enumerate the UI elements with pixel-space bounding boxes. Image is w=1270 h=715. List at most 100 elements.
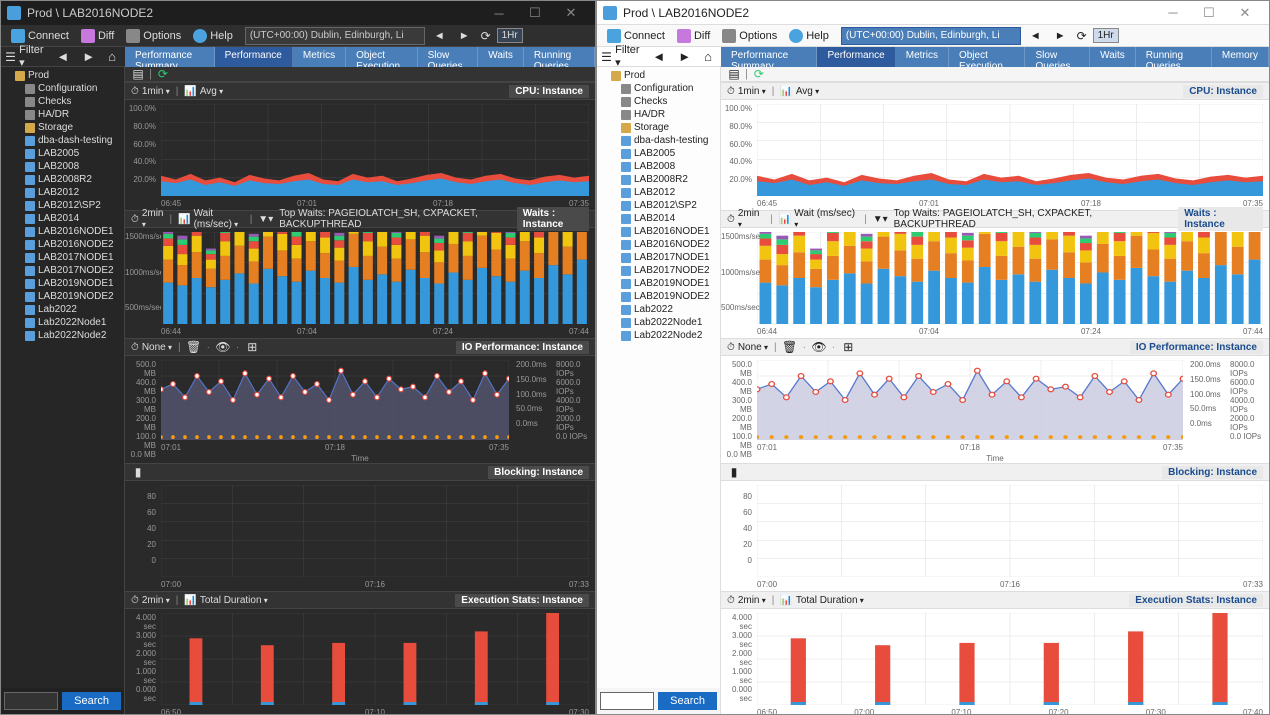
tree-item-lab2017node1[interactable]: LAB2017NODE1 — [597, 251, 720, 264]
options-button[interactable]: Options — [718, 27, 781, 45]
tab-metrics[interactable]: Metrics — [896, 47, 949, 67]
tab-waits[interactable]: Waits — [478, 47, 524, 67]
tree-item-lab2017node2[interactable]: LAB2017NODE2 — [1, 264, 124, 277]
agg-select[interactable]: 📊 Avg — [184, 86, 223, 97]
io-mode-select[interactable]: ⏱ None — [727, 342, 768, 353]
tab-object-execution[interactable]: Object Execution — [346, 47, 417, 67]
agg-select[interactable]: 📊 Avg — [780, 86, 819, 97]
tree-item-prod[interactable]: Prod — [1, 69, 124, 82]
maximize-button[interactable]: ☐ — [517, 2, 553, 24]
tree-item-ha-dr[interactable]: HA/DR — [597, 108, 720, 121]
nav-fwd[interactable]: ► — [454, 28, 475, 44]
timerange-button[interactable]: 1Hr — [1093, 28, 1119, 43]
tree-item-lab2016node1[interactable]: LAB2016NODE1 — [1, 225, 124, 238]
filter-label[interactable]: Filter ▾ — [19, 44, 45, 69]
tab-running-queries[interactable]: Running Queries — [524, 47, 595, 67]
io-opt1-icon[interactable]: 🗑 — [783, 340, 797, 354]
io-mode-select[interactable]: ⏱ None — [131, 342, 172, 353]
minimize-button[interactable]: ─ — [481, 2, 517, 24]
metric-select[interactable]: 📊 Total Duration — [184, 595, 267, 606]
tree-item-lab2008r2[interactable]: LAB2008R2 — [1, 173, 124, 186]
connect-button[interactable]: Connect — [7, 27, 73, 45]
nav-fwd[interactable]: ► — [1050, 28, 1071, 44]
tree-item-lab2016node2[interactable]: LAB2016NODE2 — [1, 238, 124, 251]
interval-select[interactable]: ⏱ 1min — [131, 86, 170, 97]
interval-select[interactable]: ⏱ 2min — [727, 595, 766, 606]
tree-item-dba-dash-testing[interactable]: dba-dash-testing — [597, 134, 720, 147]
connect-button[interactable]: Connect — [603, 27, 669, 45]
tree-item-lab2005[interactable]: LAB2005 — [597, 147, 720, 160]
tree-item-lab2022[interactable]: Lab2022 — [597, 303, 720, 316]
tree-item-prod[interactable]: Prod — [597, 69, 720, 82]
interval-select[interactable]: ⏱ 2min — [131, 595, 170, 606]
tab-performance-summary[interactable]: Performance Summary — [721, 47, 817, 67]
interval-select[interactable]: ⏱ 2min — [131, 208, 164, 230]
collapse-icon[interactable]: ▮ — [727, 465, 741, 479]
timerange-button[interactable]: 1Hr — [497, 28, 523, 43]
tree-item-lab2014[interactable]: LAB2014 — [597, 212, 720, 225]
nav-back[interactable]: ◄ — [1025, 28, 1046, 44]
help-button[interactable]: Help — [189, 27, 237, 45]
tree-item-lab2017node1[interactable]: LAB2017NODE1 — [1, 251, 124, 264]
io-opt2-icon[interactable]: 👁 — [216, 340, 230, 354]
tree-item-lab2014[interactable]: LAB2014 — [1, 212, 124, 225]
tree-item-storage[interactable]: Storage — [1, 121, 124, 134]
tab-slow-queries[interactable]: Slow Queries — [1025, 47, 1090, 67]
home-icon[interactable]: ⌂ — [699, 47, 717, 66]
filter-button[interactable]: ▼▾ — [258, 214, 273, 225]
maximize-button[interactable]: ☐ — [1191, 2, 1227, 24]
chart-config-icon[interactable]: ▤ — [727, 67, 741, 81]
tree-item-lab2008[interactable]: LAB2008 — [1, 160, 124, 173]
tree-fwd[interactable]: ► — [77, 47, 100, 66]
tree-item-storage[interactable]: Storage — [597, 121, 720, 134]
tab-waits[interactable]: Waits — [1090, 47, 1136, 67]
timezone-select[interactable]: (UTC+00:00) Dublin, Edinburgh, Li — [841, 27, 1021, 45]
tab-performance-summary[interactable]: Performance Summary — [125, 47, 215, 67]
diff-button[interactable]: Diff — [77, 27, 118, 45]
tree-item-lab2008r2[interactable]: LAB2008R2 — [597, 173, 720, 186]
tree-item-lab2012[interactable]: LAB2012 — [597, 186, 720, 199]
tree-item-lab2019node1[interactable]: LAB2019NODE1 — [597, 277, 720, 290]
tree-item-lab2019node2[interactable]: LAB2019NODE2 — [1, 290, 124, 303]
tree-item-lab2022node2[interactable]: Lab2022Node2 — [1, 329, 124, 342]
close-button[interactable]: ✕ — [553, 2, 589, 24]
tab-performance[interactable]: Performance — [817, 47, 895, 67]
minimize-button[interactable]: ─ — [1155, 2, 1191, 24]
home-icon[interactable]: ⌂ — [103, 47, 121, 66]
search-button[interactable]: Search — [658, 692, 717, 710]
io-opt3-icon[interactable]: ⊞ — [245, 340, 259, 354]
tree-item-lab2017node2[interactable]: LAB2017NODE2 — [597, 264, 720, 277]
tree-item-lab2016node2[interactable]: LAB2016NODE2 — [597, 238, 720, 251]
tree-item-lab2019node2[interactable]: LAB2019NODE2 — [597, 290, 720, 303]
tab-slow-queries[interactable]: Slow Queries — [418, 47, 479, 67]
interval-select[interactable]: ⏱ 1min — [727, 86, 766, 97]
refresh-icon[interactable]: ⟳ — [1075, 29, 1089, 43]
tab-object-execution[interactable]: Object Execution — [949, 47, 1026, 67]
search-button[interactable]: Search — [62, 692, 121, 710]
filter-icon[interactable]: ☰ — [5, 50, 16, 64]
tree-item-lab2022[interactable]: Lab2022 — [1, 303, 124, 316]
tree-item-lab2012[interactable]: LAB2012 — [1, 186, 124, 199]
tree-fwd[interactable]: ► — [673, 47, 696, 66]
tree-item-ha-dr[interactable]: HA/DR — [1, 108, 124, 121]
tree-item-checks[interactable]: Checks — [1, 95, 124, 108]
chart-config-icon[interactable]: ▤ — [131, 67, 145, 81]
options-button[interactable]: Options — [122, 27, 185, 45]
io-opt1-icon[interactable]: 🗑 — [187, 340, 201, 354]
tree-item-checks[interactable]: Checks — [597, 95, 720, 108]
tab-running-queries[interactable]: Running Queries — [1136, 47, 1212, 67]
wait-metric-select[interactable]: 📊 Wait (ms/sec) — [178, 208, 244, 230]
tree-item-lab2016node1[interactable]: LAB2016NODE1 — [597, 225, 720, 238]
refresh-icon[interactable]: ⟳ — [752, 67, 766, 81]
tab-memory[interactable]: Memory — [1212, 47, 1269, 67]
filter-button[interactable]: ▼▾ — [873, 214, 888, 225]
tab-metrics[interactable]: Metrics — [293, 47, 346, 67]
tree-back[interactable]: ◄ — [647, 47, 670, 66]
refresh-icon[interactable]: ⟳ — [479, 29, 493, 43]
tree-item-lab2008[interactable]: LAB2008 — [597, 160, 720, 173]
tree-item-dba-dash-testing[interactable]: dba-dash-testing — [1, 134, 124, 147]
help-button[interactable]: Help — [785, 27, 833, 45]
metric-select[interactable]: 📊 Total Duration — [780, 595, 863, 606]
io-opt3-icon[interactable]: ⊞ — [841, 340, 855, 354]
search-input[interactable] — [4, 692, 58, 710]
